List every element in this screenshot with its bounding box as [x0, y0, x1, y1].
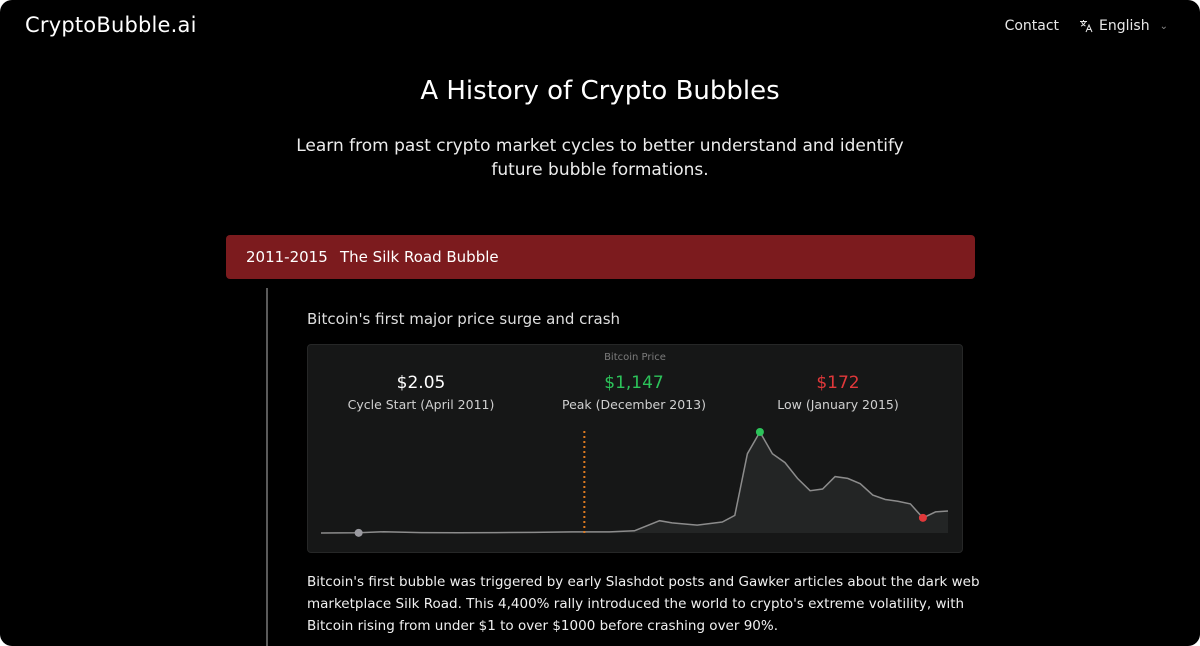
- language-label: English: [1099, 18, 1150, 34]
- top-nav: Contact English ⌄: [1005, 18, 1168, 34]
- stat-start-caption: Cycle Start (April 2011): [347, 397, 495, 412]
- stat-start-value: $2.05: [396, 373, 446, 393]
- bubble-summary: Bitcoin's first major price surge and cr…: [307, 310, 621, 328]
- language-selector[interactable]: English ⌄: [1079, 18, 1168, 34]
- contact-link[interactable]: Contact: [1004, 18, 1060, 34]
- stat-low: $172 Low (January 2015): [748, 373, 928, 412]
- stat-low-value: $172: [816, 373, 860, 393]
- chart-title: Bitcoin Price: [604, 352, 666, 363]
- start-point: [354, 528, 363, 537]
- price-line: [320, 430, 949, 534]
- low-point: [918, 513, 927, 522]
- stat-peak-value: $1,147: [604, 373, 664, 393]
- translate-icon: [1080, 20, 1093, 33]
- chevron-down-icon: ⌄: [1159, 20, 1168, 32]
- price-chart: [320, 428, 949, 537]
- site-logo[interactable]: CryptoBubble.ai: [25, 13, 197, 37]
- stat-cycle-start: $2.05 Cycle Start (April 2011): [331, 373, 511, 412]
- stat-peak-caption: Peak (December 2013): [561, 397, 706, 412]
- price-area: [321, 432, 948, 533]
- bubble-name: The Silk Road Bubble: [340, 248, 499, 266]
- timeline-line: [266, 288, 268, 646]
- bubble-story: Bitcoin's first bubble was triggered by …: [307, 574, 980, 634]
- price-chart-card: Bitcoin Price $2.05 Cycle Start (April 2…: [307, 344, 963, 553]
- peak-point: [755, 428, 764, 436]
- stat-peak: $1,147 Peak (December 2013): [544, 373, 724, 412]
- page-title: A History of Crypto Bubbles: [420, 76, 780, 106]
- bubble-section-header[interactable]: 2011-2015 The Silk Road Bubble: [226, 235, 975, 279]
- stat-low-caption: Low (January 2015): [777, 397, 899, 412]
- bubble-period: 2011-2015: [246, 248, 328, 266]
- page-subtitle: Learn from past crypto market cycles to …: [296, 136, 904, 180]
